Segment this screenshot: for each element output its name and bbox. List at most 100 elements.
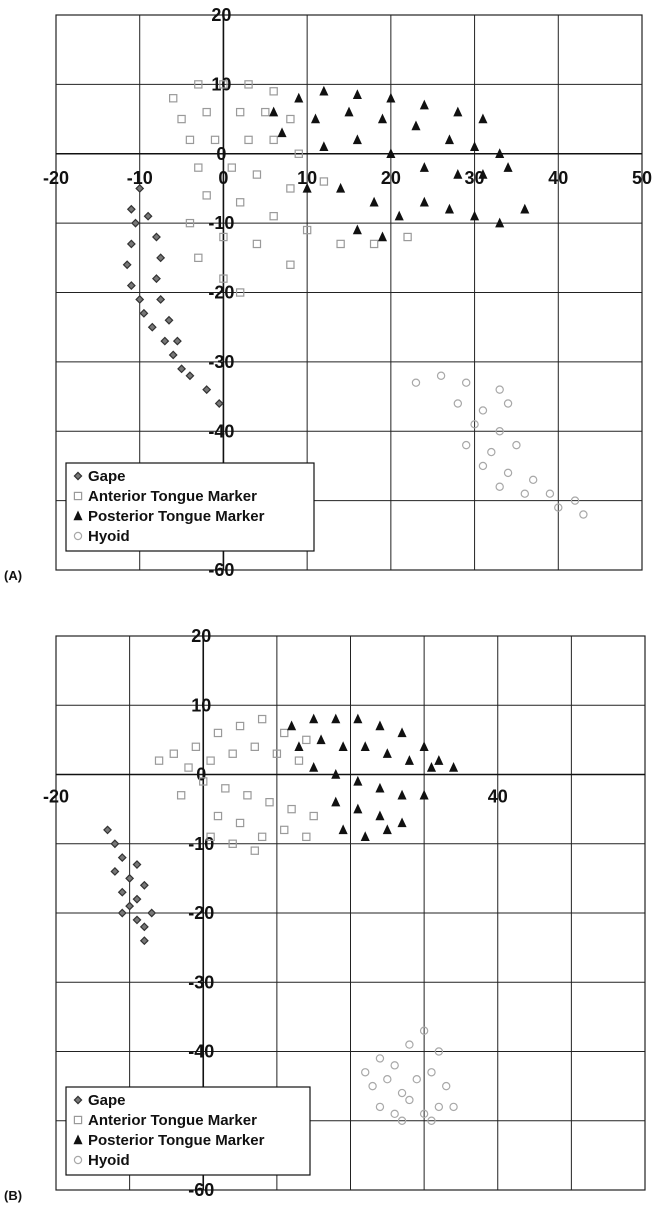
data-point <box>110 867 120 876</box>
data-point <box>125 901 135 911</box>
y-tick-label: -10 <box>208 213 234 233</box>
y-tick-label: 20 <box>211 5 231 25</box>
data-point <box>336 182 346 193</box>
x-tick-label: 30 <box>465 168 485 188</box>
data-point <box>397 727 407 738</box>
data-point <box>495 148 505 158</box>
data-point <box>139 880 149 890</box>
data-point <box>156 253 166 263</box>
legend-box <box>65 1086 311 1176</box>
data-point <box>309 811 318 821</box>
data-point <box>294 149 303 158</box>
y-tick-label: -30 <box>208 352 234 372</box>
data-point <box>512 440 521 450</box>
data-point <box>132 915 142 925</box>
data-point <box>228 749 237 758</box>
data-point <box>449 762 459 772</box>
data-point <box>331 713 341 724</box>
data-point <box>131 218 140 228</box>
data-point <box>227 163 236 172</box>
legend: Gape Anterior Tongue Marker Posterior Tong… <box>65 1086 311 1176</box>
data-point <box>495 482 504 491</box>
data-point <box>360 741 370 752</box>
x-tick-label: -10 <box>127 168 153 188</box>
data-point <box>495 427 504 436</box>
data-point <box>252 239 262 249</box>
x-tick-label: 0 <box>218 168 228 188</box>
data-point <box>453 169 463 179</box>
data-point <box>302 832 311 842</box>
data-point <box>444 134 454 145</box>
y-tick-label: -40 <box>208 421 234 441</box>
data-point <box>403 232 412 242</box>
series-posterior-tongue-marker <box>269 85 530 242</box>
data-point <box>375 720 385 731</box>
data-point <box>176 791 186 800</box>
data-point <box>352 89 362 99</box>
data-point <box>132 860 142 869</box>
y-tick-label: -20 <box>188 903 214 923</box>
data-point <box>495 217 505 228</box>
data-point <box>478 461 488 471</box>
data-point <box>302 225 312 235</box>
x-tick-label: 40 <box>548 168 568 188</box>
data-point <box>375 1102 385 1112</box>
y-tick-label: 0 <box>216 144 226 164</box>
data-point <box>194 80 203 89</box>
legend-marker <box>73 1134 83 1145</box>
data-point <box>520 203 530 214</box>
data-point <box>397 1116 407 1125</box>
data-point <box>419 789 429 800</box>
data-point <box>426 762 437 772</box>
data-point <box>110 839 120 849</box>
data-point <box>177 364 187 374</box>
data-point <box>377 113 388 124</box>
data-point <box>503 162 513 172</box>
series-gape <box>103 825 157 946</box>
data-point <box>302 735 311 745</box>
data-point <box>528 475 538 485</box>
data-point <box>316 734 326 745</box>
y-tick-label: -10 <box>188 834 214 854</box>
data-point <box>442 1081 451 1091</box>
data-point <box>243 791 252 800</box>
data-point <box>449 1102 458 1112</box>
data-point <box>336 239 345 249</box>
y-tick-label: -20 <box>208 283 234 303</box>
data-point <box>368 1081 377 1091</box>
data-point <box>394 210 404 221</box>
data-point <box>194 253 203 263</box>
data-point <box>344 106 354 117</box>
data-point <box>280 825 289 835</box>
data-point <box>377 231 388 242</box>
data-point <box>470 210 480 221</box>
data-point <box>331 796 341 807</box>
data-point <box>434 1047 444 1056</box>
data-point <box>478 113 488 124</box>
data-point <box>152 232 161 242</box>
legend-label: Hyoid <box>88 1152 130 1169</box>
legend-box <box>65 462 315 552</box>
data-point <box>353 775 363 786</box>
data-point <box>117 908 127 918</box>
data-point <box>184 763 193 772</box>
data-point <box>444 203 454 214</box>
data-point <box>287 720 297 731</box>
data-point <box>386 148 396 158</box>
data-point <box>397 789 407 800</box>
panel-label: (B) <box>4 1188 22 1203</box>
data-point <box>117 887 127 897</box>
data-point <box>361 1068 370 1077</box>
data-point <box>470 420 479 429</box>
data-point <box>194 163 203 172</box>
data-point <box>487 447 496 457</box>
data-point <box>294 756 304 765</box>
legend-marker <box>73 1155 83 1165</box>
data-point <box>419 1026 429 1035</box>
legend: Gape Anterior Tongue Marker Posterior Tong… <box>65 462 315 552</box>
data-point <box>419 1109 429 1119</box>
legend-marker <box>73 531 83 541</box>
data-point <box>478 169 488 179</box>
data-point <box>202 107 211 117</box>
data-point <box>206 756 215 765</box>
